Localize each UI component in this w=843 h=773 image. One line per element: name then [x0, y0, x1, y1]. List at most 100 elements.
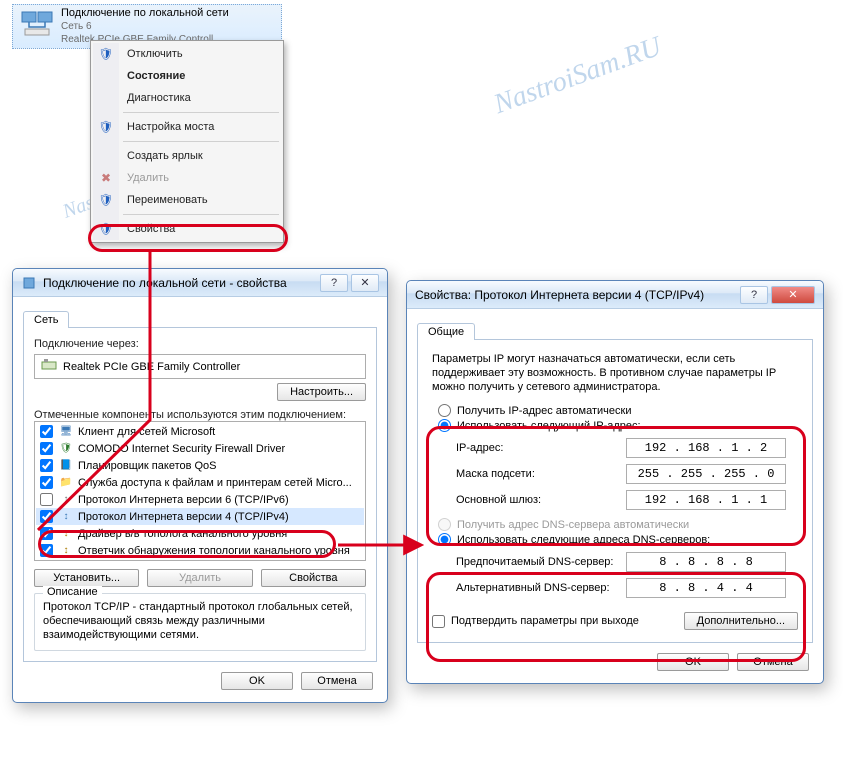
cancel-button[interactable]: Отмена: [301, 672, 373, 690]
component-name: Клиент для сетей Microsoft: [78, 426, 215, 438]
help-button[interactable]: ?: [320, 274, 348, 292]
tab-network[interactable]: Сеть: [23, 311, 69, 328]
context-menu-label: Диагностика: [127, 92, 191, 104]
context-menu-item[interactable]: Диагностика: [93, 87, 281, 109]
shield-icon: 🛡: [97, 220, 115, 238]
description-title: Описание: [43, 586, 102, 598]
component-icon: 🛡: [58, 442, 74, 456]
cancel-button[interactable]: Отмена: [737, 653, 809, 671]
component-checkbox[interactable]: [40, 425, 53, 438]
advanced-button[interactable]: Дополнительно...: [684, 612, 798, 630]
configure-button[interactable]: Настроить...: [277, 383, 366, 401]
ip-field-label: Предпочитаемый DNS-сервер:: [456, 556, 626, 568]
description-text: Протокол TCP/IP - стандартный протокол г…: [43, 600, 357, 642]
context-menu-item[interactable]: Состояние: [93, 65, 281, 87]
confirm-on-exit-label: Подтвердить параметры при выходе: [451, 615, 639, 627]
context-menu-label: Свойства: [127, 223, 175, 235]
component-checkbox[interactable]: [40, 493, 53, 506]
component-row[interactable]: ↕ Драйвер в/в тополога канального уровня: [36, 525, 364, 542]
network-connection-net: Сеть 6: [61, 20, 229, 33]
ip-field-value[interactable]: 8 . 8 . 4 . 4: [626, 578, 786, 598]
radio-dns-auto-label: Получить адрес DNS-сервера автоматически: [457, 519, 689, 531]
context-menu-label: Переименовать: [127, 194, 208, 206]
components-list[interactable]: 🖥 Клиент для сетей Microsoft 🛡 COMODO Inter…: [34, 421, 366, 561]
component-icon: 📁: [58, 476, 74, 490]
ip-field-value[interactable]: 255 . 255 . 255 . 0: [626, 464, 786, 484]
adapter-name: Realtek PCIe GBE Family Controller: [63, 361, 240, 373]
component-icon: ↕: [58, 527, 74, 541]
context-menu-label: Отключить: [127, 48, 183, 60]
watermark: NastroiSam.RU: [490, 31, 666, 121]
component-checkbox[interactable]: [40, 442, 53, 455]
context-menu-label: Создать ярлык: [127, 150, 203, 162]
connect-via-label: Подключение через:: [34, 338, 366, 350]
ipv4-properties-dialog: Свойства: Протокол Интернета версии 4 (T…: [406, 280, 824, 684]
ip-field-value[interactable]: 192 . 168 . 1 . 1: [626, 490, 786, 510]
network-connection-title: Подключение по локальной сети: [61, 7, 229, 20]
help-button[interactable]: ?: [740, 286, 768, 304]
ipv4-intro: Параметры IP могут назначаться автоматич…: [432, 352, 798, 394]
radio-ip-manual-label: Использовать следующий IP-адрес:: [457, 420, 641, 432]
context-menu-label: Удалить: [127, 172, 169, 184]
component-name: Протокол Интернета версии 6 (TCP/IPv6): [78, 494, 289, 506]
component-row[interactable]: 🖥 Клиент для сетей Microsoft: [36, 423, 364, 440]
shield-icon: 🛡: [97, 45, 115, 63]
ip-field-value[interactable]: 192 . 168 . 1 . 2: [626, 438, 786, 458]
component-checkbox[interactable]: [40, 476, 53, 489]
remove-button: Удалить: [147, 569, 252, 587]
component-checkbox[interactable]: [40, 544, 53, 557]
ip-field-label: Альтернативный DNS-сервер:: [456, 582, 626, 594]
shield-icon: 🛡: [97, 191, 115, 209]
context-menu: 🛡 Отключить Состояние Диагностика 🛡Настройка…: [90, 40, 284, 243]
component-name: Драйвер в/в тополога канального уровня: [78, 528, 287, 540]
ip-field-value[interactable]: 8 . 8 . 8 . 8: [626, 552, 786, 572]
dialog-icon: [21, 275, 37, 291]
component-icon: 📘: [58, 459, 74, 473]
ok-button[interactable]: OK: [657, 653, 729, 671]
component-row[interactable]: ↕Ответчик обнаружения топологии канально…: [36, 542, 364, 559]
component-props-button[interactable]: Свойства: [261, 569, 366, 587]
component-checkbox[interactable]: [40, 510, 53, 523]
component-row[interactable]: 📘 Планировщик пакетов QoS: [36, 457, 364, 474]
context-menu-item[interactable]: 🛡Настройка моста: [93, 116, 281, 138]
component-icon: 🖥: [58, 425, 74, 439]
adapter-field: Realtek PCIe GBE Family Controller: [34, 354, 366, 379]
connection-properties-dialog: Подключение по локальной сети - свойства…: [12, 268, 388, 703]
component-checkbox[interactable]: [40, 459, 53, 472]
adapter-icon: [41, 358, 57, 375]
shield-icon: 🛡: [97, 118, 115, 136]
component-icon: ↕: [58, 544, 74, 558]
component-name: Планировщик пакетов QoS: [78, 460, 217, 472]
context-menu-item[interactable]: 🛡 Отключить: [93, 43, 281, 65]
ip-field-label: Основной шлюз:: [456, 494, 626, 506]
component-icon: ↕: [58, 510, 74, 524]
close-button[interactable]: ✕: [771, 286, 815, 304]
radio-dns-manual[interactable]: Использовать следующие адреса DNS-сервер…: [438, 533, 798, 546]
close-button[interactable]: ✕: [351, 274, 379, 292]
network-adapter-icon: [17, 7, 57, 41]
component-name: Протокол Интернета версии 4 (TCP/IPv4): [78, 511, 289, 523]
dialog-title: Свойства: Протокол Интернета версии 4 (T…: [415, 288, 704, 302]
component-row[interactable]: 📁 Служба доступа к файлам и принтерам сет…: [36, 474, 364, 491]
components-label: Отмеченные компоненты используются этим …: [34, 409, 366, 421]
context-menu-item: ✖ Удалить: [93, 167, 281, 189]
context-menu-item[interactable]: 🛡 Свойства: [93, 218, 281, 240]
radio-dns-auto: Получить адрес DNS-сервера автоматически: [438, 518, 798, 531]
install-button[interactable]: Установить...: [34, 569, 139, 587]
context-menu-item[interactable]: 🛡 Переименовать: [93, 189, 281, 211]
radio-ip-auto[interactable]: Получить IP-адрес автоматически: [438, 404, 798, 417]
component-name: Служба доступа к файлам и принтерам сете…: [78, 477, 352, 489]
component-row[interactable]: ↕ Протокол Интернета версии 4 (TCP/IPv4): [36, 508, 364, 525]
context-menu-label: Состояние: [127, 70, 185, 82]
component-row[interactable]: ↕Протокол Интернета версии 6 (TCP/IPv6): [36, 491, 364, 508]
context-menu-item[interactable]: Создать ярлык: [93, 145, 281, 167]
component-row[interactable]: 🛡 COMODO Internet Security Firewall Drive…: [36, 440, 364, 457]
delete-icon: ✖: [97, 169, 115, 187]
radio-ip-manual[interactable]: Использовать следующий IP-адрес:: [438, 419, 798, 432]
component-checkbox[interactable]: [40, 527, 53, 540]
ip-field-label: Маска подсети:: [456, 468, 626, 480]
tab-general[interactable]: Общие: [417, 323, 475, 340]
ok-button[interactable]: OK: [221, 672, 293, 690]
component-name: COMODO Internet Security Firewall Driver: [78, 443, 285, 455]
confirm-on-exit-checkbox[interactable]: Подтвердить параметры при выходе: [432, 615, 639, 628]
